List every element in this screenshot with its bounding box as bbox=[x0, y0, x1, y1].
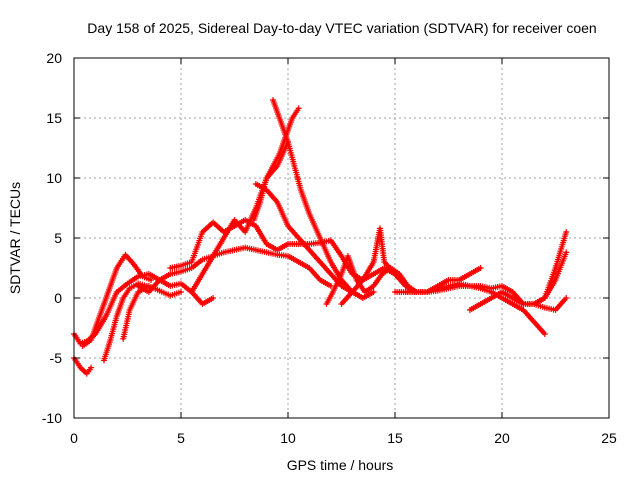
series-markers bbox=[250, 105, 302, 223]
x-tick-label: 5 bbox=[177, 430, 185, 446]
series-pass-6 bbox=[135, 244, 334, 295]
x-tick-label: 10 bbox=[280, 430, 296, 446]
x-tick-label: 0 bbox=[70, 430, 78, 446]
axis-ticks: 0 5 10 15 20 25 -10 -5 0 5 10 15 20 bbox=[42, 50, 617, 446]
series-markers bbox=[323, 253, 420, 307]
y-tick-label: 5 bbox=[54, 230, 62, 246]
y-tick-label: 10 bbox=[46, 170, 62, 186]
series-markers bbox=[135, 244, 334, 295]
x-tick-label: 20 bbox=[494, 430, 510, 446]
x-tick-label: 15 bbox=[387, 430, 403, 446]
chart-title: Day 158 of 2025, Sidereal Day-to-day VTE… bbox=[87, 20, 596, 36]
series-pass-10 bbox=[250, 105, 302, 223]
series-pass-11 bbox=[252, 181, 366, 301]
y-tick-label: -10 bbox=[42, 410, 62, 426]
y-axis-label: SDTVAR / TECUs bbox=[7, 182, 23, 294]
series-pass-18 bbox=[531, 249, 570, 307]
series-pass-13 bbox=[323, 253, 420, 307]
series-pass-3 bbox=[79, 251, 154, 349]
y-tick-label: 15 bbox=[46, 110, 62, 126]
grid-lines bbox=[74, 58, 609, 418]
x-tick-label: 25 bbox=[601, 430, 617, 446]
series-pass-2 bbox=[71, 355, 95, 377]
series-markers bbox=[79, 251, 154, 349]
x-axis-label: GPS time / hours bbox=[287, 457, 394, 473]
series-markers bbox=[531, 249, 570, 307]
series-markers bbox=[252, 181, 366, 301]
y-tick-label: 20 bbox=[46, 50, 62, 66]
y-tick-label: -5 bbox=[50, 350, 63, 366]
data-series bbox=[71, 97, 570, 377]
y-tick-label: 0 bbox=[54, 290, 62, 306]
